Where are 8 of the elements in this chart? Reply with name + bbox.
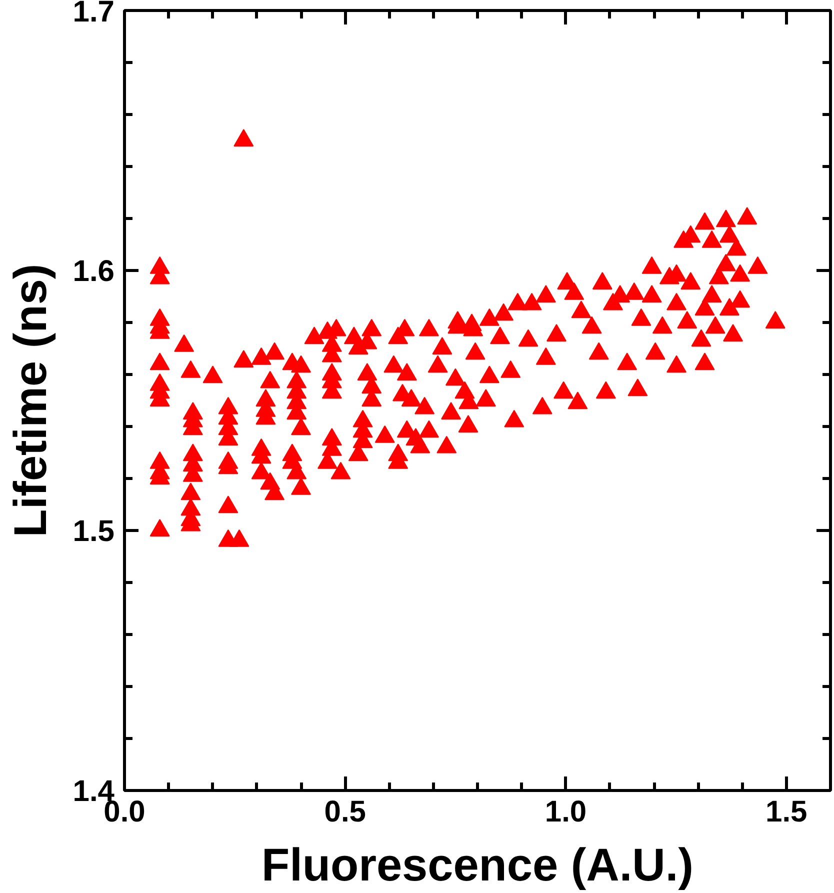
x-axis-title: Fluorescence (A.U.): [262, 838, 694, 890]
y-tick-label: 1.5: [72, 515, 115, 548]
y-tick-label: 1.6: [72, 255, 115, 288]
x-tick-label: 0.5: [324, 796, 366, 828]
y-tick-label: 1.7: [72, 0, 115, 28]
x-tick-label: 1.5: [766, 796, 808, 828]
y-axis-title: Lifetime (ns): [4, 264, 56, 538]
x-tick-label: 1.0: [544, 796, 587, 828]
